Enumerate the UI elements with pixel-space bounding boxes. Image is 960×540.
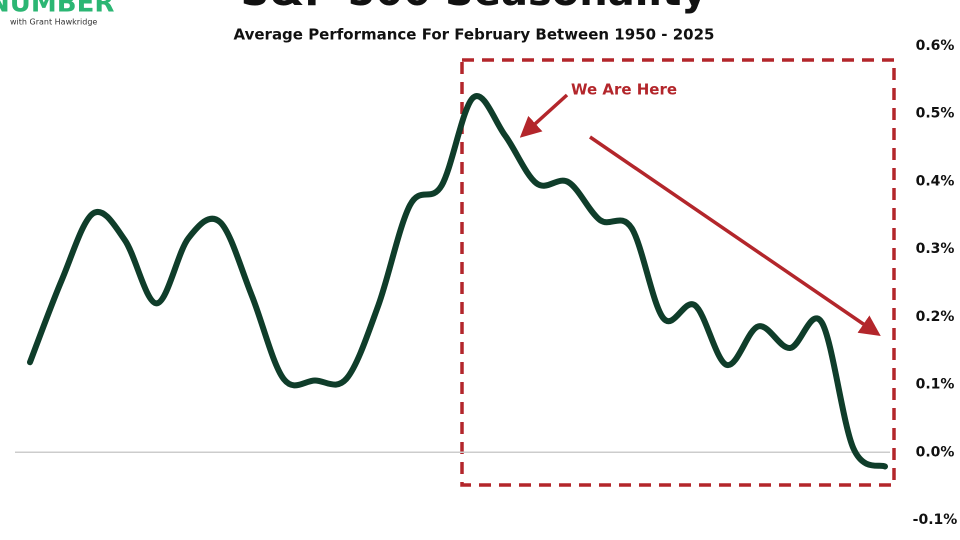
annotation: We Are Here <box>571 81 677 99</box>
line-series <box>27 93 888 470</box>
annotation-arrow <box>519 93 569 138</box>
y-tick-label: 0.2% <box>916 309 955 325</box>
trend-arrow <box>589 135 881 336</box>
y-tick-label: 0.3% <box>916 241 955 257</box>
y-tick-label: 0.6% <box>916 38 955 54</box>
y-tick-label: 0.5% <box>916 106 955 122</box>
chart-subtitle: Average Performance For February Between… <box>234 26 715 44</box>
logo-name: NUMBER <box>0 0 114 19</box>
y-tick-label: -0.1% <box>913 512 958 528</box>
y-tick-label: 0.4% <box>916 173 955 189</box>
logo-tagline: with Grant Hawkridge <box>10 18 97 27</box>
y-tick-label: 0.0% <box>916 444 955 460</box>
chart-title: S&P 500 Seasonality <box>241 0 708 15</box>
y-tick-label: 0.1% <box>916 377 955 393</box>
highlight-box <box>460 58 896 487</box>
